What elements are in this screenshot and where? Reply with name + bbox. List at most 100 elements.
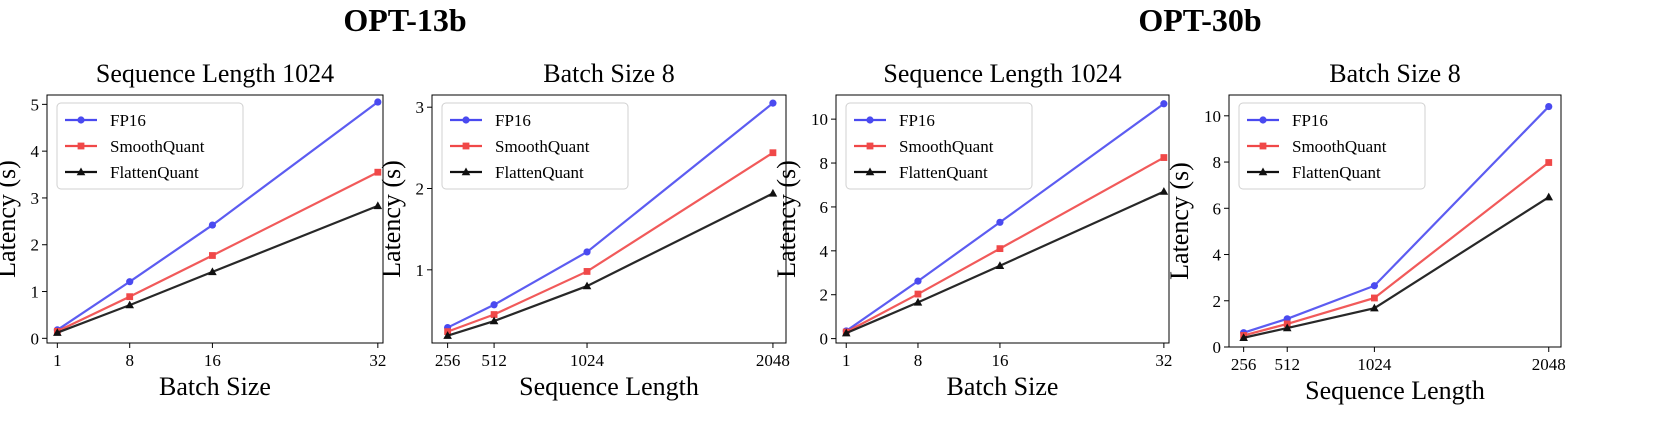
data-point-flattenquant	[373, 201, 383, 210]
x-tick-label: 16	[991, 351, 1008, 370]
x-tick-label: 8	[914, 351, 923, 370]
y-tick-label: 4	[31, 142, 40, 161]
legend-label-smoothquant: SmoothQuant	[495, 137, 590, 156]
chart-title: Batch Size 8	[1329, 59, 1460, 88]
data-point-flattenquant	[53, 328, 62, 336]
data-point-smoothquant	[583, 268, 591, 275]
data-point-smoothquant	[996, 245, 1004, 253]
x-tick-label: 1	[53, 351, 62, 370]
x-tick-label: 8	[125, 351, 134, 370]
y-tick-label: 2	[820, 286, 829, 305]
x-axis-label: Batch Size	[947, 372, 1059, 401]
plot-frame	[46, 94, 384, 344]
legend-label-smoothquant: SmoothQuant	[110, 137, 205, 156]
chart-title: Batch Size 8	[543, 59, 674, 88]
legend-marker-smoothquant	[1259, 142, 1267, 150]
series-line-flattenquant	[1243, 196, 1550, 339]
y-tick-label: 2	[1213, 292, 1222, 311]
data-point-fp16	[374, 98, 382, 106]
legend-marker-smoothquant	[462, 142, 470, 150]
x-axis-label: Batch Size	[159, 372, 271, 401]
data-point-fp16	[769, 99, 777, 107]
y-axis-label: Latency (s)	[772, 160, 801, 278]
x-axis-label: Sequence Length	[1305, 376, 1485, 405]
series-line-smoothquant	[845, 156, 1165, 333]
legend-label-fp16: FP16	[110, 111, 146, 130]
legend-label-flattenquant: FlattenQuant	[495, 163, 584, 182]
x-tick-label: 1	[842, 351, 851, 370]
data-point-flattenquant	[1544, 192, 1554, 201]
y-tick-label: 2	[416, 180, 425, 199]
data-point-smoothquant	[1160, 154, 1168, 161]
legend-label-flattenquant: FlattenQuant	[899, 163, 988, 182]
series-line-fp16	[1243, 105, 1550, 334]
x-tick-label: 512	[481, 351, 507, 370]
x-tick-label: 256	[435, 351, 461, 370]
data-point-flattenquant	[913, 297, 923, 306]
plot-frame	[431, 94, 787, 344]
series-line-fp16	[447, 102, 774, 329]
data-point-fp16	[583, 248, 591, 256]
group-title-opt-30b: OPT-30b	[1138, 2, 1261, 38]
data-point-fp16	[1370, 282, 1378, 290]
chart-title: Sequence Length 1024	[96, 59, 334, 88]
y-tick-label: 4	[1213, 246, 1222, 265]
y-axis-label: Latency (s)	[0, 160, 21, 278]
plot-frame	[1228, 94, 1562, 348]
y-tick-label: 0	[31, 329, 40, 348]
data-point-fp16	[1160, 100, 1168, 108]
x-tick-label: 1024	[1357, 355, 1392, 374]
data-point-smoothquant	[374, 168, 382, 176]
x-tick-label: 1024	[570, 351, 605, 370]
data-point-smoothquant	[1370, 294, 1378, 302]
data-point-fp16	[208, 221, 217, 229]
data-point-flattenquant	[208, 267, 217, 276]
legend-box	[441, 102, 629, 190]
legend-label-fp16: FP16	[495, 111, 531, 130]
y-tick-label: 3	[416, 98, 425, 117]
y-tick-label: 2	[31, 236, 40, 255]
data-point-smoothquant	[1545, 159, 1553, 166]
y-tick-label: 5	[31, 95, 40, 114]
legend-label-fp16: FP16	[899, 111, 935, 130]
legend-label-flattenquant: FlattenQuant	[110, 163, 199, 182]
x-tick-label: 16	[204, 351, 221, 370]
data-point-smoothquant	[914, 290, 922, 298]
legend-marker-flattenquant	[865, 167, 875, 176]
data-point-flattenquant	[1370, 303, 1379, 312]
legend-label-smoothquant: SmoothQuant	[899, 137, 994, 156]
y-tick-label: 10	[1204, 107, 1221, 126]
y-tick-label: 8	[1213, 153, 1222, 172]
chart-3: Sequence Length 1024 1 8 16 32 0 2 4 6 8 10 Batch S…	[772, 59, 1172, 401]
data-point-flattenquant	[841, 328, 851, 337]
data-point-smoothquant	[490, 311, 498, 318]
x-tick-label: 2048	[756, 351, 790, 370]
y-tick-label: 1	[31, 283, 40, 302]
legend-marker-flattenquant	[461, 167, 471, 176]
data-point-fp16	[996, 218, 1004, 226]
y-tick-label: 3	[31, 189, 40, 208]
data-point-smoothquant	[769, 149, 777, 157]
data-point-flattenquant	[125, 300, 135, 309]
chart-2: Batch Size 8 256 512 1024 2048 1 2 3 Sequence Le…	[377, 59, 790, 401]
legend-label-fp16: FP16	[1292, 111, 1328, 130]
chart-4: Batch Size 8 256 512 1024 2048 0 2 4 6 8 10 Sequenc…	[1165, 59, 1566, 405]
legend-box	[56, 102, 244, 190]
y-tick-label: 8	[820, 154, 829, 173]
y-tick-label: 6	[1213, 199, 1222, 218]
data-point-flattenquant	[768, 188, 778, 197]
y-axis-label: Latency (s)	[1165, 162, 1194, 280]
data-point-flattenquant	[1239, 333, 1248, 341]
series-line-fp16	[56, 101, 379, 331]
data-point-flattenquant	[489, 316, 499, 325]
data-point-fp16	[914, 277, 922, 285]
x-tick-label: 512	[1274, 355, 1300, 374]
group-title-opt-13b: OPT-13b	[343, 2, 466, 38]
data-point-fp16	[490, 301, 498, 309]
plot-frame	[835, 94, 1170, 344]
chart-title: Sequence Length 1024	[883, 59, 1121, 88]
data-point-smoothquant	[209, 252, 216, 259]
y-tick-label: 1	[416, 261, 425, 280]
series-line-flattenquant	[845, 190, 1165, 335]
